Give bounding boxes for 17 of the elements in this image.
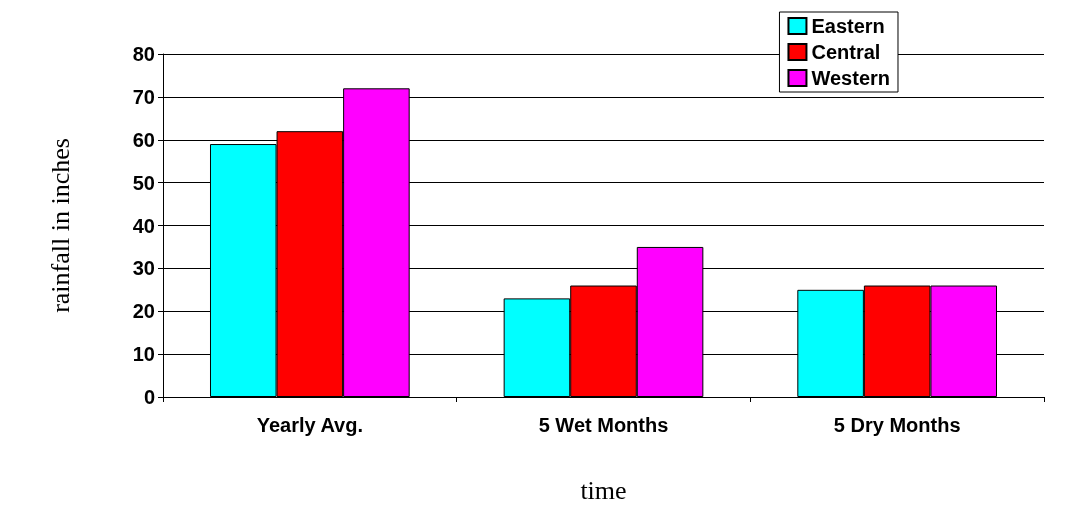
y-tick-label: 70 xyxy=(132,85,155,108)
legend-label: Central xyxy=(811,41,881,63)
y-tick-label: 30 xyxy=(132,257,155,280)
y-tick-label: 40 xyxy=(132,214,155,237)
y-axis-title: rainfall in inches xyxy=(45,138,75,313)
legend-label: Eastern xyxy=(811,15,885,37)
x-tick-label: Yearly Avg. xyxy=(256,414,364,436)
x-tick-label: 5 Wet Months xyxy=(538,414,669,436)
y-tick-label: 80 xyxy=(132,43,155,65)
y-tick-label: 10 xyxy=(132,343,155,366)
legend-label: Western xyxy=(811,67,890,89)
y-tick-label: 60 xyxy=(132,128,155,151)
y-tick-label: 50 xyxy=(132,171,155,194)
y-tick-label: 0 xyxy=(143,386,155,408)
x-tick-label: 5 Dry Months xyxy=(833,414,961,436)
x-axis-title: time xyxy=(580,475,627,505)
y-tick-label: 20 xyxy=(132,300,155,323)
